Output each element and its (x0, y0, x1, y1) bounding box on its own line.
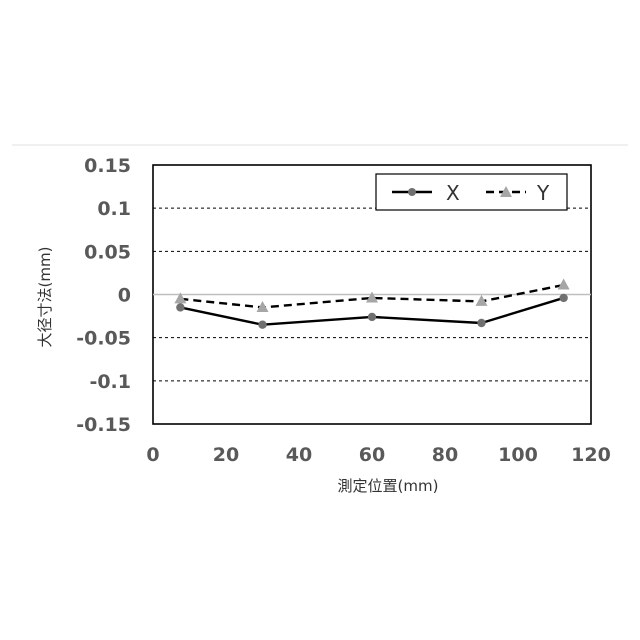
legend-y-label: Y (536, 181, 550, 205)
y-axis-label: 大径寸法(mm) (36, 247, 54, 348)
x-tick-label: 120 (571, 444, 611, 466)
x-tick-label: 80 (432, 444, 458, 466)
legend-x-label: X (446, 181, 460, 205)
y-tick-label: 0.15 (84, 155, 131, 177)
data-point-x (368, 313, 376, 321)
x-axis-label: 測定位置(mm) (338, 477, 439, 495)
x-tick-label: 60 (359, 444, 385, 466)
data-point-x (258, 321, 266, 329)
y-tick-label: -0.1 (89, 371, 131, 393)
y-tick-label: 0.1 (97, 198, 131, 220)
x-tick-label: 20 (213, 444, 239, 466)
y-tick-labels: 0.15 0.1 0.05 0 -0.05 -0.1 -0.15 (76, 155, 131, 436)
data-point-x (559, 294, 567, 302)
x-tick-labels: 0 20 40 60 80 100 120 (146, 444, 610, 466)
x-tick-label: 40 (286, 444, 312, 466)
data-point-x (176, 303, 184, 311)
y-tick-label: 0 (118, 285, 131, 307)
y-tick-label: 0.05 (84, 241, 131, 263)
legend: X Y (376, 174, 567, 210)
x-tick-label: 100 (498, 444, 538, 466)
x-tick-label: 0 (146, 444, 159, 466)
legend-x-marker (408, 188, 416, 196)
data-point-x (477, 319, 485, 327)
y-tick-label: -0.15 (76, 414, 131, 436)
y-tick-label: -0.05 (76, 328, 131, 350)
